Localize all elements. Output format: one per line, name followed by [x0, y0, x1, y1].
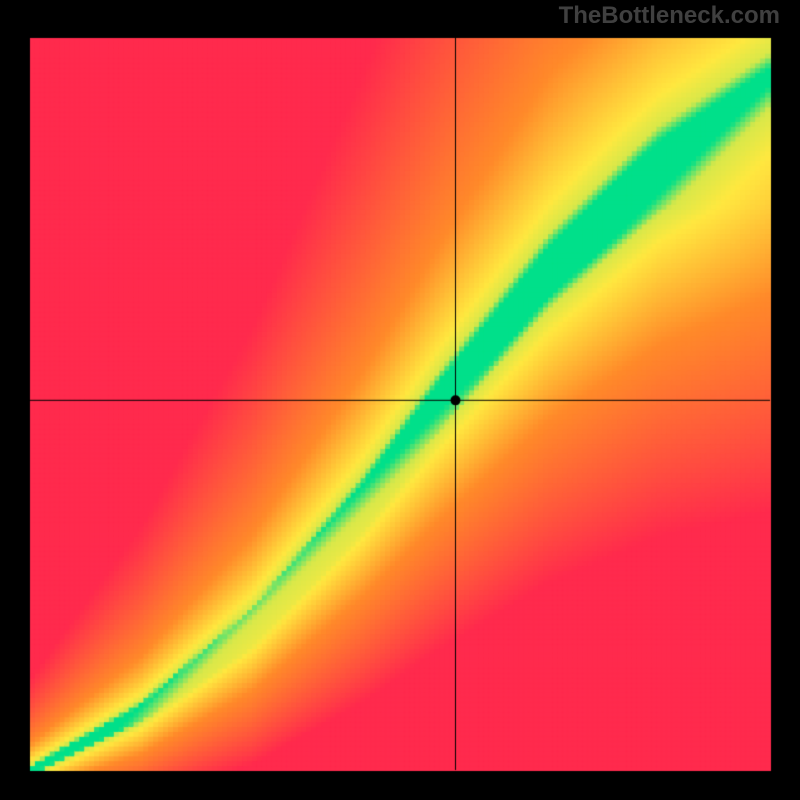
bottleneck-heatmap	[0, 0, 800, 800]
watermark-text: TheBottleneck.com	[559, 2, 780, 30]
